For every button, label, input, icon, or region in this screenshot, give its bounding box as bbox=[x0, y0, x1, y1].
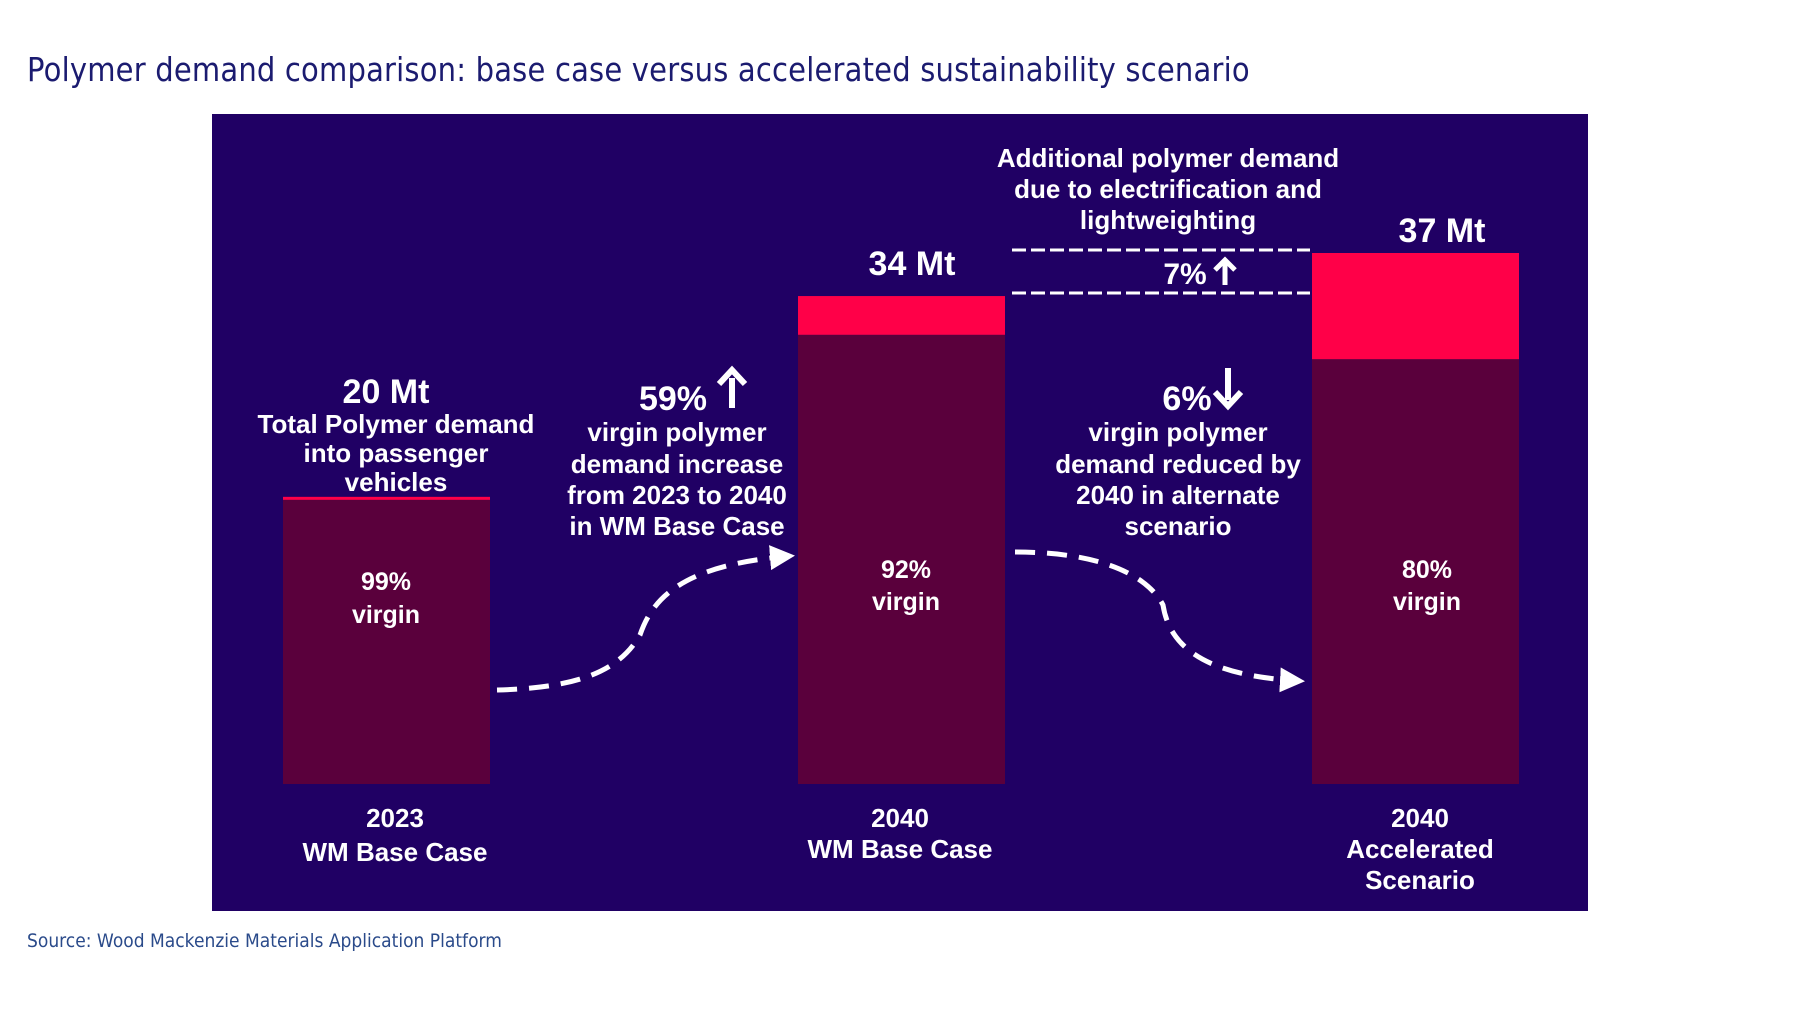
decrease-curved-arrow bbox=[1014, 549, 1305, 693]
additional-line2: due to electrification and bbox=[1014, 174, 1322, 204]
category-label-bar1-line1: 2023 bbox=[366, 803, 424, 833]
virgin-word-label-bar3: virgin bbox=[1393, 588, 1461, 616]
bar-2023-base-additional-segment bbox=[283, 496, 490, 500]
category-label-bar3-line2: Accelerated bbox=[1346, 834, 1493, 864]
decrease-value: 6% bbox=[1162, 380, 1211, 418]
category-label-bar2-line2: WM Base Case bbox=[808, 834, 993, 864]
virgin-share-label-bar1: 99% bbox=[361, 568, 411, 596]
virgin-word-label-bar1: virgin bbox=[352, 601, 420, 629]
increase-line3: from 2023 to 2040 bbox=[567, 480, 787, 510]
bar-2040-accelerated-additional-segment bbox=[1312, 253, 1519, 360]
decrease-line2: demand reduced by bbox=[1055, 449, 1301, 479]
source-note: Source: Wood Mackenzie Materials Applica… bbox=[27, 930, 502, 952]
total-label-2040-accelerated: 37 Mt bbox=[1399, 212, 1486, 250]
virgin-share-label-bar2: 92% bbox=[881, 556, 931, 584]
category-label-bar2-line1: 2040 bbox=[871, 803, 929, 833]
bar-2040-base-virgin-segment bbox=[798, 334, 1005, 784]
category-label-bar3-line1: 2040 bbox=[1391, 803, 1449, 833]
bar-2040-base-additional-segment bbox=[798, 296, 1005, 335]
bar1-description-line1: Total Polymer demand bbox=[258, 409, 535, 439]
bar-2023-base-virgin-segment bbox=[283, 499, 490, 784]
increase-line4: in WM Base Case bbox=[569, 511, 784, 541]
decrease-line3: 2040 in alternate bbox=[1076, 480, 1280, 510]
bar-2040-accelerated-virgin-segment bbox=[1312, 359, 1519, 784]
page-title: Polymer demand comparison: base case ver… bbox=[27, 50, 1250, 89]
bar1-description-line3: vehicles bbox=[345, 467, 448, 497]
additional-line1: Additional polymer demand bbox=[997, 143, 1339, 173]
increase-line1: virgin polymer bbox=[587, 417, 766, 447]
decrease-line4: scenario bbox=[1125, 511, 1232, 541]
increase-curved-arrow bbox=[496, 545, 795, 693]
category-label-bar3-line3: Scenario bbox=[1365, 865, 1475, 895]
total-label-2040-base: 34 Mt bbox=[869, 245, 956, 283]
category-label-bar1-line2: WM Base Case bbox=[303, 837, 488, 867]
additional-value: 7% bbox=[1163, 258, 1206, 291]
additional-up-arrow-icon bbox=[1213, 256, 1237, 285]
virgin-share-label-bar3: 80% bbox=[1402, 556, 1452, 584]
increase-value: 59% bbox=[639, 380, 707, 418]
decrease-line1: virgin polymer bbox=[1088, 417, 1267, 447]
decrease-down-arrow-icon bbox=[1212, 368, 1244, 411]
increase-up-arrow-icon bbox=[716, 365, 748, 408]
additional-line3: lightweighting bbox=[1080, 205, 1256, 235]
virgin-word-label-bar2: virgin bbox=[872, 588, 940, 616]
increase-line2: demand increase bbox=[571, 449, 783, 479]
bar1-description-line2: into passenger bbox=[304, 438, 489, 468]
total-label-2023: 20 Mt bbox=[343, 373, 430, 411]
